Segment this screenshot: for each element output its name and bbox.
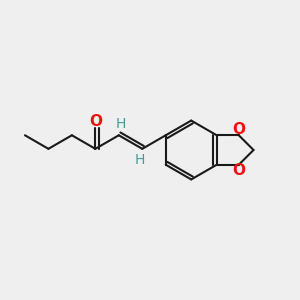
Text: O: O	[89, 114, 102, 129]
Text: O: O	[232, 122, 245, 137]
Text: H: H	[135, 153, 145, 167]
Text: O: O	[232, 163, 245, 178]
Text: H: H	[116, 117, 126, 131]
